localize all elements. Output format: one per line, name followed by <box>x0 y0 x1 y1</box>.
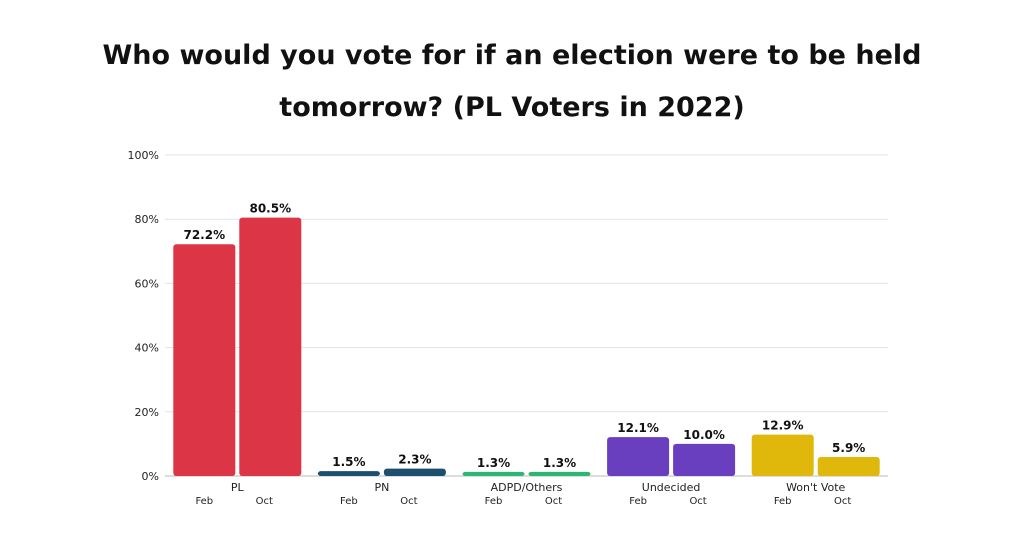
bar <box>673 443 736 476</box>
chart-title-line-1: Who would you vote for if an election we… <box>102 40 922 71</box>
data-label: 1.3% <box>477 456 510 470</box>
y-tick-label: 40% <box>135 342 159 355</box>
y-tick-label: 60% <box>135 277 159 290</box>
x-category-label: ADPD/Others <box>491 481 563 494</box>
y-tick-label: 100% <box>128 149 159 162</box>
data-label: 2.3% <box>398 453 431 467</box>
bar <box>239 217 302 476</box>
data-label: 5.9% <box>832 441 865 455</box>
x-sub-label: Oct <box>400 496 417 507</box>
x-sub-label: Feb <box>629 496 647 507</box>
x-sub-label: Feb <box>340 496 358 507</box>
chart-title-line-2: tomorrow? (PL Voters in 2022) <box>279 92 745 123</box>
bar <box>751 434 814 476</box>
bar <box>462 471 525 476</box>
bar <box>173 244 236 476</box>
x-sub-label: Oct <box>256 496 273 507</box>
x-category-label: PN <box>374 481 389 494</box>
bar <box>317 471 380 476</box>
y-tick-label: 80% <box>135 213 159 226</box>
bar <box>528 471 591 476</box>
data-label: 72.2% <box>183 228 225 242</box>
data-label: 12.9% <box>762 419 804 433</box>
bar <box>383 468 446 476</box>
x-category-label: Undecided <box>642 481 701 494</box>
y-tick-label: 0% <box>142 470 159 483</box>
y-tick-label: 20% <box>135 406 159 419</box>
data-label: 1.5% <box>332 455 365 469</box>
chart-title: Who would you vote for if an election we… <box>0 30 1024 134</box>
x-category-label: Won't Vote <box>786 481 845 494</box>
x-sub-label: Oct <box>689 496 706 507</box>
data-label: 12.1% <box>617 421 659 435</box>
bar <box>817 457 880 476</box>
x-sub-label: Oct <box>545 496 562 507</box>
x-sub-label: Feb <box>485 496 503 507</box>
x-sub-label: Feb <box>774 496 792 507</box>
x-sub-label: Feb <box>195 496 213 507</box>
data-label: 10.0% <box>683 428 725 442</box>
x-category-label: PL <box>231 481 245 494</box>
x-sub-label: Oct <box>834 496 851 507</box>
bar <box>607 437 670 476</box>
data-label: 1.3% <box>543 456 576 470</box>
data-label: 80.5% <box>249 202 291 216</box>
